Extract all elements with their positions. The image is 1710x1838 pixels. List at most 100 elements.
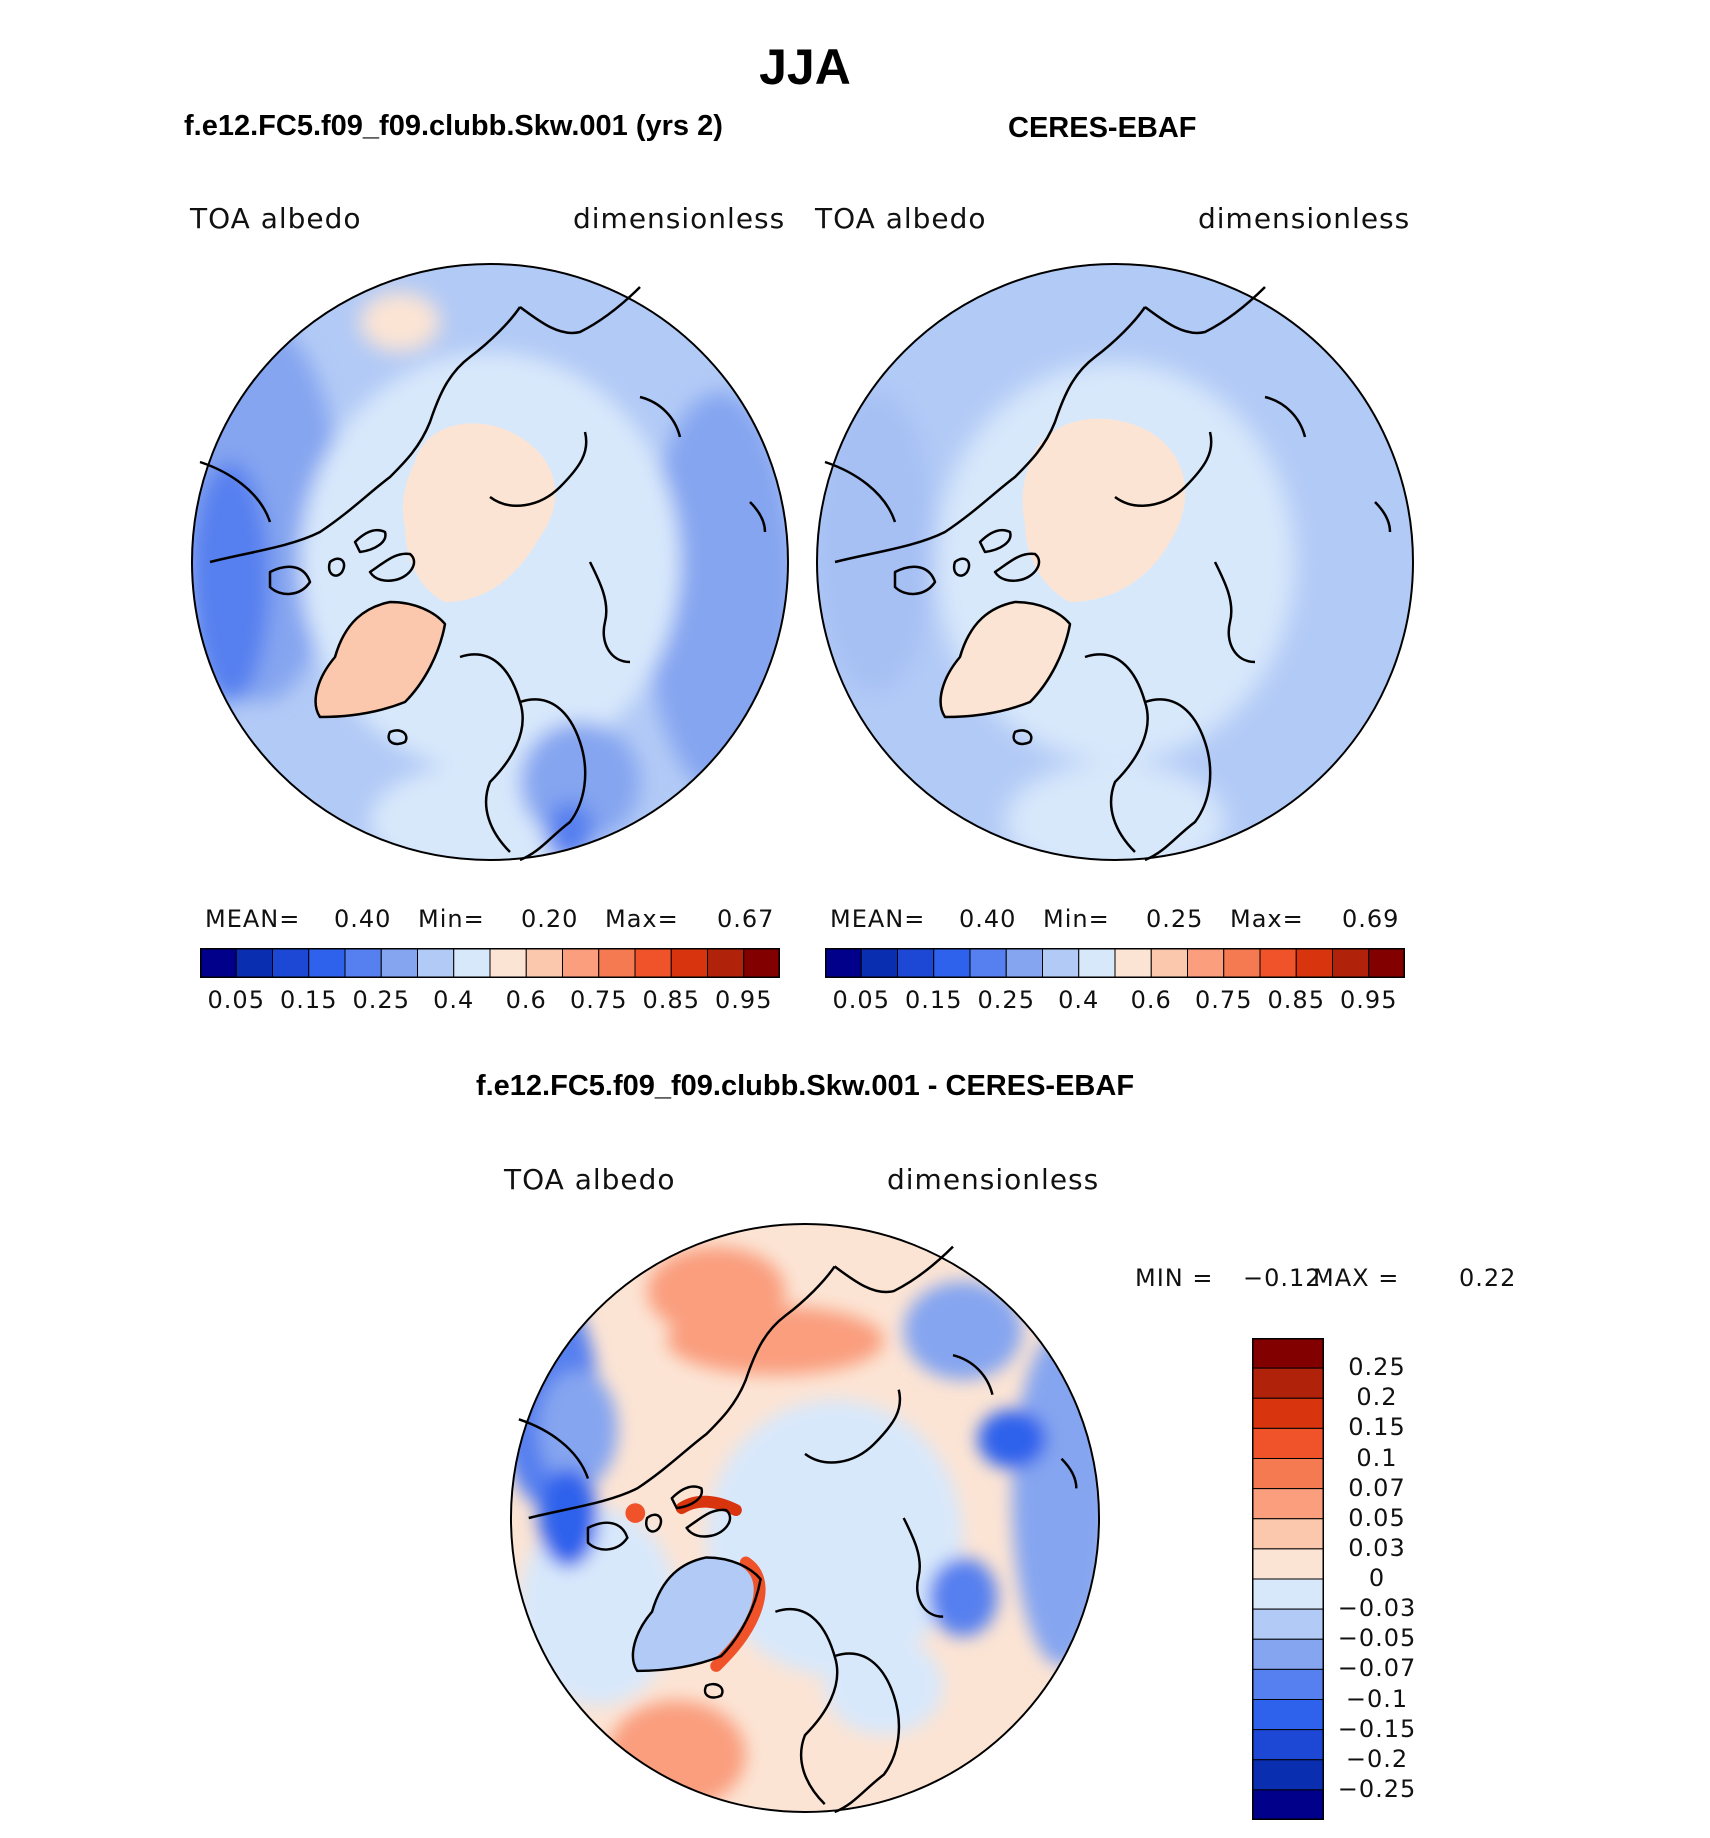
- panel-2-max-label: Max=: [1230, 905, 1304, 933]
- map-border: [816, 263, 1414, 861]
- colorbar-tick-label: 0.6: [1130, 986, 1172, 1014]
- diff-subtitle: f.e12.FC5.f09_f09.clubb.Skw.001 - CERES-…: [475, 1070, 1135, 1102]
- field-patch: [928, 1557, 998, 1637]
- colorbar-swatch: [1252, 1608, 1324, 1640]
- colorbar-tick-label: −0.15: [1337, 1714, 1417, 1743]
- colorbar-swatch: [1114, 948, 1152, 978]
- colorbar-tick-label: 0.05: [207, 986, 265, 1014]
- panel-2-max-value: 0.69: [1342, 905, 1400, 933]
- colorbar-swatch: [897, 948, 935, 978]
- colorbar-swatch: [1252, 1759, 1324, 1791]
- diff-max-value: 0.22: [1459, 1264, 1517, 1292]
- map-border: [191, 263, 789, 861]
- colorbar-swatch: [562, 948, 600, 978]
- colorbar-swatch: [200, 948, 237, 978]
- field-patch: [607, 1700, 746, 1810]
- colorbar-tick-label: 0.05: [1348, 1503, 1406, 1532]
- colorbar-swatch: [1252, 1789, 1324, 1820]
- coastlines: [824, 286, 1392, 862]
- panel-1-mean-label: MEAN=: [205, 905, 301, 933]
- colorbar-swatch: [1295, 948, 1333, 978]
- colorbar-tick-label: 0.6: [505, 986, 547, 1014]
- field-patch: [192, 462, 270, 702]
- colorbar-tick-label: 0.75: [1195, 986, 1253, 1014]
- colorbar-swatch: [344, 948, 382, 978]
- panel-1-variable-label: TOA albedo: [190, 202, 362, 235]
- colorbar-tick-label: 0.15: [1348, 1413, 1406, 1442]
- field-patch: [666, 1305, 884, 1375]
- colorbar-swatch: [1252, 1548, 1324, 1580]
- colorbar-tick-label: 0.85: [1267, 986, 1325, 1014]
- panel-2-min-value: 0.25: [1146, 905, 1204, 933]
- colorbar-swatch: [1252, 1397, 1324, 1429]
- colorbar-swatch: [417, 948, 455, 978]
- colorbar-swatch: [272, 948, 310, 978]
- panel-2-units-label: dimensionless: [1198, 202, 1411, 235]
- colorbar-swatch: [1252, 1638, 1324, 1670]
- panel-1-max-label: Max=: [605, 905, 679, 933]
- colorbar-swatch: [969, 948, 1007, 978]
- figure-title: JJA: [759, 39, 851, 95]
- colorbar-swatch: [453, 948, 491, 978]
- colorbar-tick-label: 0.1: [1356, 1443, 1398, 1472]
- colorbar-swatch: [634, 948, 672, 978]
- colorbar-swatch: [1332, 948, 1370, 978]
- colorbar-tick-label: 0.05: [832, 986, 890, 1014]
- panel-1-min-label: Min=: [418, 905, 485, 933]
- panel-1-min-value: 0.20: [521, 905, 579, 933]
- colorbar-tick-label: 0.03: [1348, 1533, 1406, 1562]
- colorbar-swatch: [1259, 948, 1297, 978]
- colorbar-frame: [1252, 1338, 1324, 1820]
- colorbar-tick-label: 0.2: [1356, 1383, 1398, 1412]
- colorbar-swatch: [1368, 948, 1405, 978]
- colorbar-swatch: [1187, 948, 1225, 978]
- colorbar-swatch: [1252, 1729, 1324, 1761]
- colorbar-tick-label: −0.03: [1337, 1594, 1417, 1623]
- panel-2-map: [816, 263, 1414, 862]
- colorbar-tick-label: 0: [1368, 1564, 1386, 1592]
- colorbar-tick-label: −0.1: [1345, 1684, 1409, 1713]
- coastlines: [199, 286, 767, 862]
- diff-units-label: dimensionless: [887, 1163, 1100, 1196]
- panel-2-min-label: Min=: [1043, 905, 1110, 933]
- archipelago-positive-spot: [625, 1503, 646, 1523]
- field-patch: [706, 1399, 963, 1676]
- field-patch: [824, 1636, 944, 1736]
- colorbar-tick-label: 0.4: [433, 986, 475, 1014]
- colorbar-frame: [200, 948, 780, 978]
- map-border: [509, 1222, 1101, 1814]
- field-patch: [360, 292, 440, 352]
- colorbar-swatch: [707, 948, 745, 978]
- panel-2-colorbar: [825, 948, 1405, 978]
- colorbar-tick-label: 0.25: [977, 986, 1035, 1014]
- colorbar-swatch: [525, 948, 563, 978]
- colorbar-tick-label: 0.75: [570, 986, 628, 1014]
- colorbar-swatch: [825, 948, 862, 978]
- colorbar-frame: [825, 948, 1405, 978]
- panel-2-mean-label: MEAN=: [830, 905, 926, 933]
- colorbar-swatch: [670, 948, 708, 978]
- panel-1-units-label: dimensionless: [573, 202, 786, 235]
- panel-2-variable-label: TOA albedo: [815, 202, 987, 235]
- colorbar-tick-label: −0.05: [1337, 1624, 1417, 1653]
- colorbar-tick-label: 0.15: [905, 986, 963, 1014]
- field-patch: [538, 1370, 618, 1489]
- field-patch: [520, 722, 640, 842]
- colorbar-swatch: [933, 948, 971, 978]
- panel-2-subtitle: CERES-EBAF: [1008, 112, 1197, 144]
- panel-2-mean-value: 0.40: [959, 905, 1017, 933]
- colorbar-swatch: [743, 948, 780, 978]
- panel-1-mean-value: 0.40: [334, 905, 392, 933]
- panel-1-map: [191, 263, 789, 862]
- colorbar-tick-label: 0.07: [1348, 1473, 1406, 1502]
- field-patch: [817, 392, 935, 692]
- diff-min-label: MIN =: [1135, 1264, 1214, 1292]
- sea-ice-region: [1022, 418, 1186, 602]
- diff-min-value: −0.12: [1243, 1264, 1322, 1292]
- colorbar-swatch: [308, 948, 346, 978]
- colorbar-swatch: [1078, 948, 1116, 978]
- colorbar-swatch: [1042, 948, 1080, 978]
- colorbar-swatch: [1252, 1668, 1324, 1700]
- field-patch: [538, 1468, 598, 1568]
- colorbar-swatch: [1252, 1699, 1324, 1731]
